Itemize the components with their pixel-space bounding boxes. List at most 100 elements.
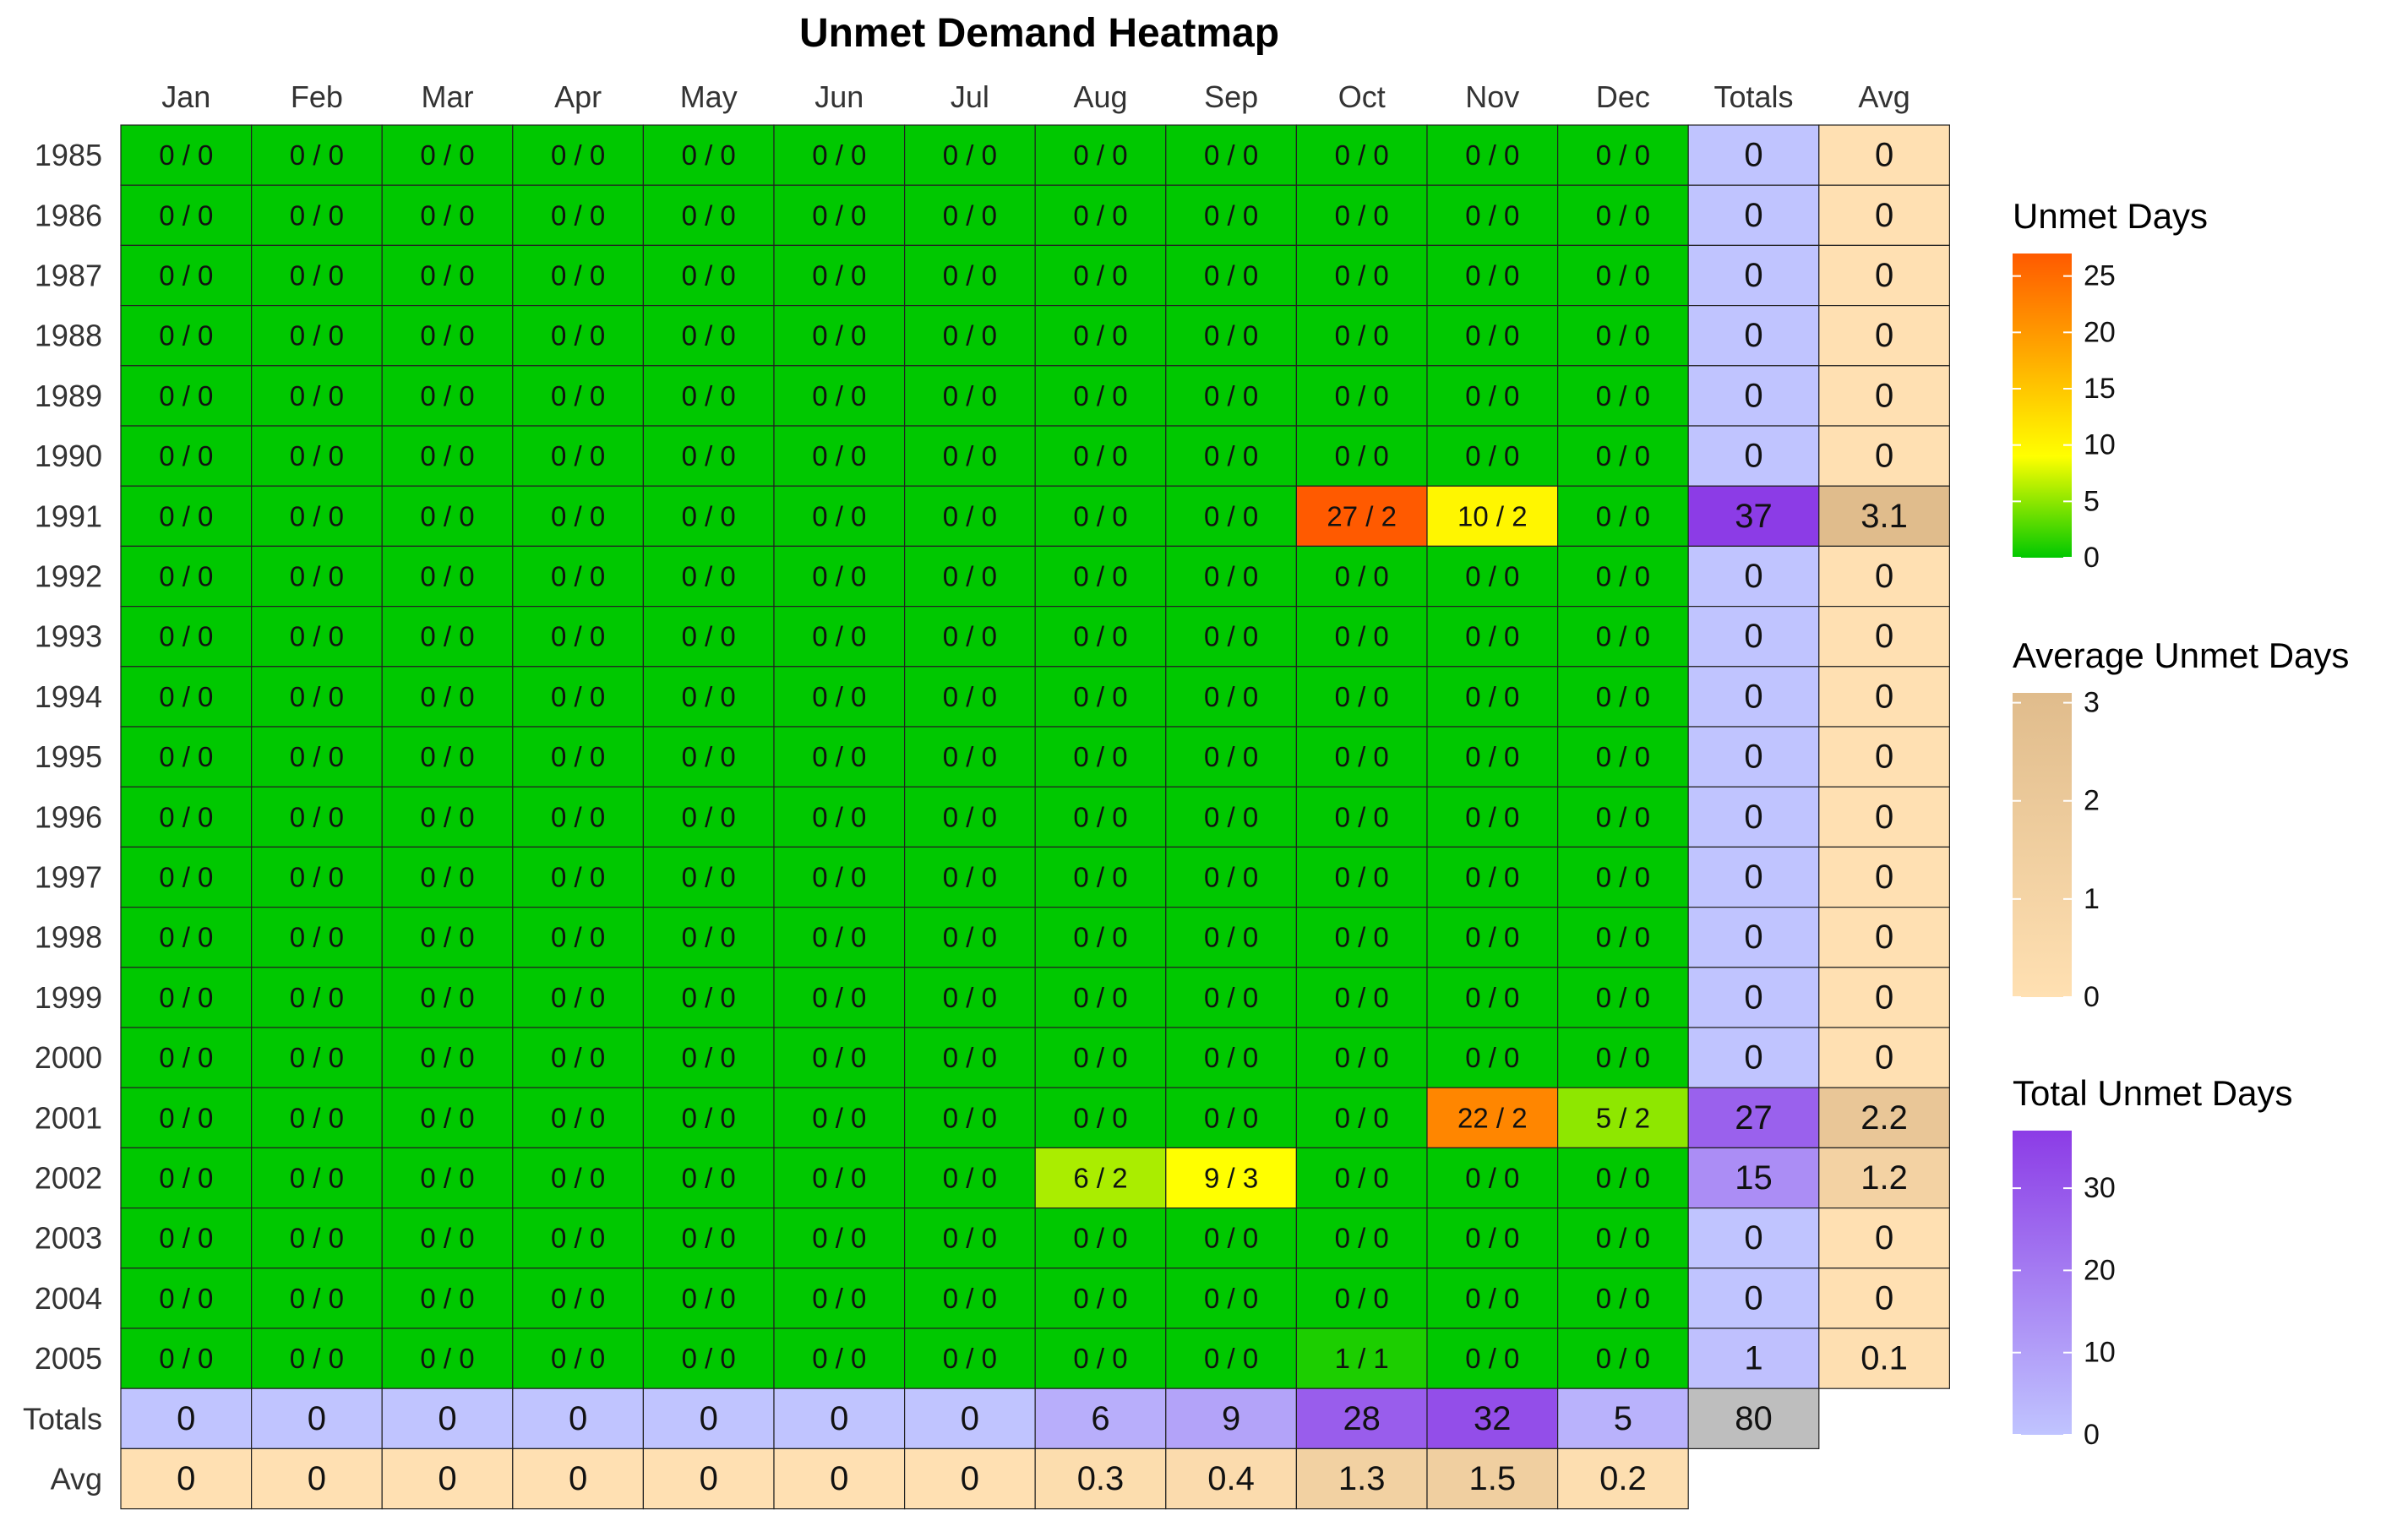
heatmap-cell [251, 786, 383, 848]
legend-3: Total Unmet Days 30 20 10 0 [2013, 1073, 2292, 1451]
heatmap-cell-label: 0 / 0 [1596, 801, 1650, 832]
col-avg-cell-label: 0.4 [1207, 1460, 1255, 1497]
column-header: Feb [291, 79, 343, 114]
heatmap-cell [251, 485, 383, 548]
row-avg-cell [1818, 605, 1951, 668]
col-avg-cell [773, 1447, 906, 1510]
col-avg-cell-label: 1.5 [1468, 1460, 1516, 1497]
heatmap-cell-label: 0 / 0 [943, 440, 997, 472]
heatmap-cell-label: 0 / 0 [682, 922, 736, 953]
row-avg-cell [1818, 1207, 1951, 1269]
heatmap-cell-label: 0 / 0 [943, 320, 997, 352]
heatmap-cell-label: 0 / 0 [1596, 621, 1650, 652]
heatmap-cell-label: 0 / 0 [943, 1163, 997, 1194]
col-total-cell [251, 1387, 383, 1449]
col-avg-cell [120, 1447, 253, 1510]
heatmap-cell-label: 0 / 0 [551, 1223, 605, 1254]
heatmap-cell-label: 0 / 0 [1204, 982, 1258, 1013]
heatmap-cell-label: 0 / 0 [290, 862, 344, 893]
heatmap-cell-label: 0 / 0 [1073, 199, 1127, 231]
row-avg-cell-label: 0 [1875, 678, 1893, 715]
heatmap-cell-label: 0 / 0 [682, 621, 736, 652]
heatmap-cell-label: 0 / 0 [290, 320, 344, 352]
legend-tick-label: 0 [2084, 542, 2100, 574]
heatmap-cell [903, 545, 1036, 608]
heatmap-cell [773, 967, 906, 1028]
heatmap-cell-label: 0 / 0 [1073, 801, 1127, 832]
heatmap-cell [1165, 906, 1298, 968]
heatmap-cell [1426, 1327, 1559, 1389]
heatmap-cell-label: 5 / 2 [1596, 1102, 1650, 1133]
heatmap-cell [1556, 1147, 1689, 1209]
heatmap-cell-label: 0 / 0 [159, 139, 213, 171]
heatmap-cell-label: 0 / 0 [1073, 982, 1127, 1013]
legend-tick-label: 0 [2084, 981, 2100, 1013]
heatmap-cell-label: 0 / 0 [159, 440, 213, 472]
heatmap-cell-label: 0 / 0 [812, 320, 866, 352]
heatmap-cell-label: 0 / 0 [159, 561, 213, 592]
heatmap-cell [642, 184, 775, 246]
legend-tick-label: 2 [2084, 785, 2100, 817]
heatmap-cell-label: 0 / 0 [1204, 199, 1258, 231]
heatmap-cell [120, 1147, 253, 1209]
col-avg-cell [512, 1447, 644, 1510]
heatmap-cell-label: 0 / 0 [1596, 380, 1650, 412]
heatmap-cell-label: 0 / 0 [551, 139, 605, 171]
row-total-cell [1687, 1207, 1820, 1269]
heatmap-cell-label: 0 / 0 [159, 982, 213, 1013]
heatmap-cell-label: 0 / 0 [290, 440, 344, 472]
heatmap-cell-label: 0 / 0 [290, 801, 344, 832]
heatmap-cell [1034, 1327, 1167, 1389]
row-total-cell-label: 0 [1744, 1039, 1762, 1077]
heatmap-cell-label: 0 / 0 [1335, 862, 1389, 893]
heatmap-cell-label: 0 / 0 [812, 561, 866, 592]
heatmap-cell-label: 0 / 0 [1465, 681, 1519, 712]
heatmap-cell-label: 0 / 0 [812, 1223, 866, 1254]
heatmap-cell-label: 0 / 0 [682, 139, 736, 171]
heatmap-cell-label: 0 / 0 [1073, 862, 1127, 893]
heatmap-cell-label: 0 / 0 [1596, 199, 1650, 231]
heatmap-cell-label: 0 / 0 [812, 801, 866, 832]
heatmap-cell-label: 0 / 0 [943, 922, 997, 953]
heatmap-cell [903, 305, 1036, 367]
col-total-cell [773, 1387, 906, 1449]
row-avg-cell-label: 0 [1875, 919, 1893, 956]
heatmap-cell-label: 0 / 0 [1335, 1283, 1389, 1314]
heatmap-cell-label: 0 / 0 [1335, 561, 1389, 592]
col-avg-cell-label: 0 [438, 1460, 456, 1497]
col-avg-cell [1165, 1447, 1298, 1510]
heatmap-cell-label: 0 / 0 [1465, 260, 1519, 292]
col-avg-cell [381, 1447, 514, 1510]
heatmap-cell [512, 485, 644, 548]
col-total-cell-label: 32 [1474, 1400, 1512, 1437]
heatmap-cell-label: 0 / 0 [682, 320, 736, 352]
col-avg-cell-label: 0 [569, 1460, 587, 1497]
heatmap-cell-label: 0 / 0 [682, 561, 736, 592]
heatmap-cell [120, 545, 253, 608]
heatmap-cell-label: 0 / 0 [551, 922, 605, 953]
heatmap-cell-label: 0 / 0 [1596, 440, 1650, 472]
heatmap-cell [1556, 545, 1689, 608]
heatmap-cell [251, 1027, 383, 1088]
heatmap-cell [1295, 726, 1428, 788]
col-avg-cell-label: 0 [830, 1460, 848, 1497]
heatmap-cell [1034, 485, 1167, 548]
row-header: 2003 [35, 1221, 102, 1256]
legend-tick-label: 5 [2084, 485, 2100, 517]
heatmap-cell-label: 0 / 0 [682, 1283, 736, 1314]
row-total-cell-label: 0 [1744, 1219, 1762, 1257]
column-header: Aug [1073, 79, 1127, 114]
heatmap-cell-label: 0 / 0 [420, 1223, 474, 1254]
row-header: 1992 [35, 559, 102, 594]
heatmap-cell [381, 726, 514, 788]
heatmap-cell [1295, 124, 1428, 186]
heatmap-cell-label: 0 / 0 [290, 500, 344, 532]
heatmap-cell-label: 0 / 0 [1073, 922, 1127, 953]
row-header: 1988 [35, 319, 102, 353]
heatmap-cell [903, 1027, 1036, 1088]
heatmap-cell [1034, 1087, 1167, 1148]
heatmap-cell [251, 1207, 383, 1269]
heatmap-cell [120, 906, 253, 968]
column-header: Dec [1596, 79, 1650, 114]
col-avg-cell [1295, 1447, 1428, 1510]
